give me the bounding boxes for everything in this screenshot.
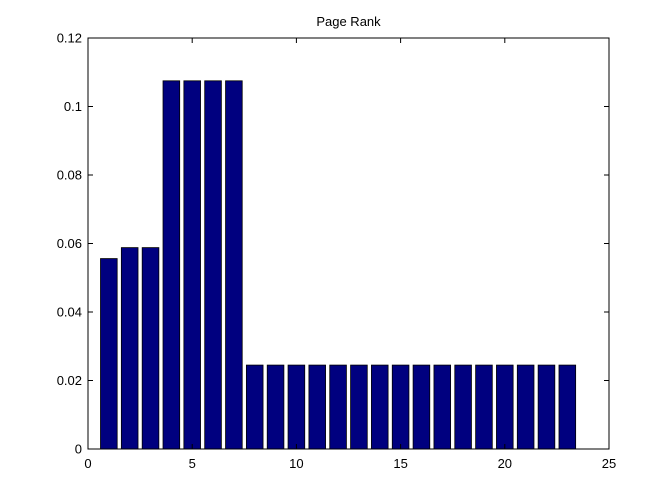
bar-7 [225, 80, 243, 450]
bar-23 [558, 364, 577, 450]
bar-19 [475, 364, 493, 450]
bar-11 [308, 364, 326, 450]
bar-8 [245, 364, 264, 450]
bar-1 [100, 258, 118, 450]
bar-20 [496, 364, 514, 450]
bar-12 [329, 364, 347, 450]
y-tick-label: 0.02 [57, 373, 82, 388]
bar-21 [516, 364, 535, 450]
x-tick-label: 10 [289, 456, 303, 471]
bar-17 [433, 364, 452, 450]
x-tick-label: 15 [393, 456, 407, 471]
bar-18 [454, 364, 472, 450]
bar-9 [266, 364, 285, 450]
bar-5 [183, 80, 201, 450]
bar-4 [162, 80, 181, 450]
x-tick-label: 5 [189, 456, 196, 471]
x-axis-ticks: 0 5 10 15 20 25 [84, 38, 616, 471]
y-tick-label: 0.12 [57, 31, 82, 46]
bar-13 [350, 364, 368, 450]
bar-16 [412, 364, 431, 450]
x-tick-label: 20 [498, 456, 512, 471]
x-tick-label: 0 [84, 456, 91, 471]
bar-22 [537, 364, 556, 450]
bar-15 [391, 364, 410, 450]
bar-14 [371, 364, 389, 450]
y-tick-label: 0.06 [57, 236, 82, 251]
chart-title: Page Rank [316, 14, 381, 29]
y-tick-label: 0.1 [64, 99, 82, 114]
bar-6 [204, 80, 222, 450]
y-tick-label: 0.08 [57, 168, 82, 183]
x-tick-label: 25 [602, 456, 616, 471]
bars-group [100, 80, 577, 450]
bar-10 [287, 364, 306, 450]
y-tick-label: 0.04 [57, 305, 82, 320]
y-tick-label: 0 [75, 442, 82, 457]
y-axis-ticks: 0 0.02 0.04 0.06 0.08 0.1 0.12 [57, 31, 609, 457]
plot-frame [87, 37, 610, 450]
bar-2 [120, 247, 139, 450]
bar-3 [141, 247, 160, 450]
